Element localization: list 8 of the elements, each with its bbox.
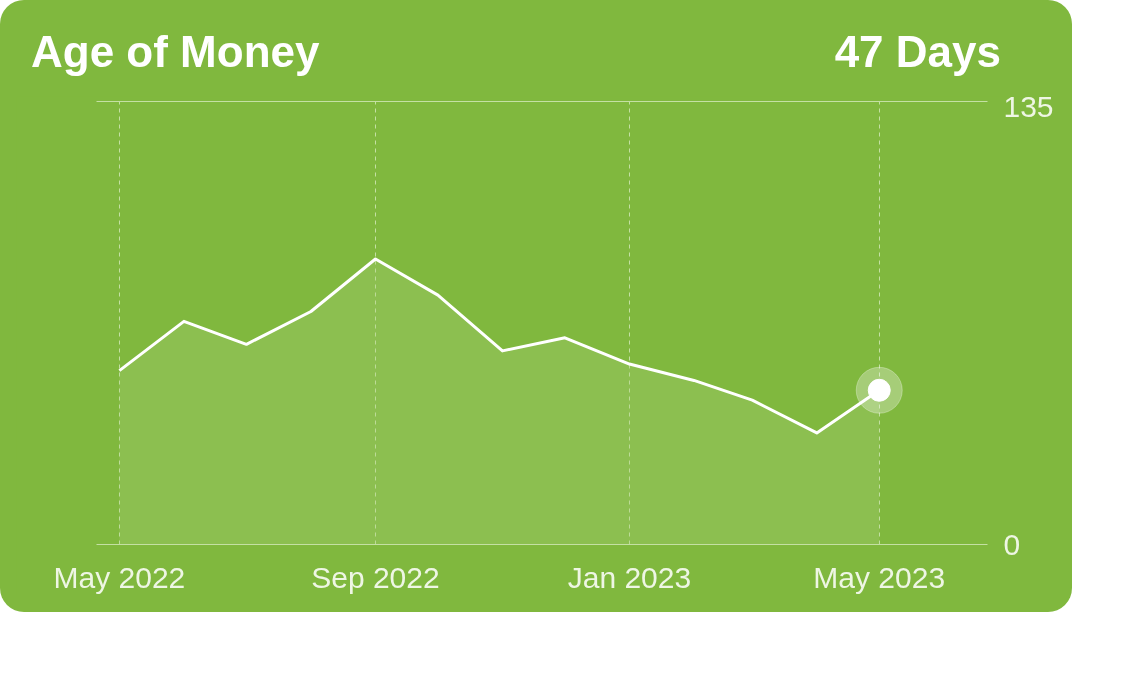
x-tick-label: Sep 2022 <box>311 560 440 594</box>
x-tick-label: Jan 2023 <box>567 560 692 594</box>
x-tick-label: May 2022 <box>53 560 186 594</box>
chart-title: Age of Money <box>31 26 320 78</box>
y-tick-label: 135 <box>1003 89 1054 123</box>
y-tick-label: 0 <box>1003 527 1021 561</box>
text: 47 Days <box>834 26 1001 78</box>
x-tick-label: May 2023 <box>813 560 946 594</box>
